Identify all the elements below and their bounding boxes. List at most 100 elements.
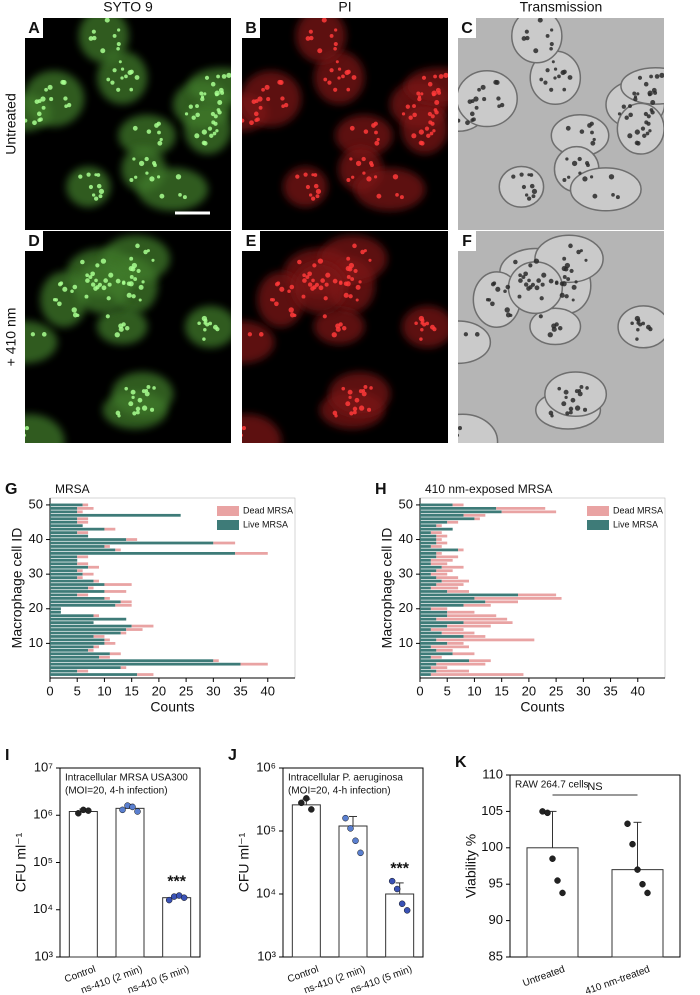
dot [564, 395, 568, 400]
dot [297, 259, 302, 265]
dot [315, 188, 322, 195]
bar-segment [50, 524, 83, 528]
dot [238, 78, 242, 82]
dot [91, 193, 96, 197]
dot [88, 36, 94, 41]
cell [511, 18, 563, 64]
dot [608, 174, 615, 180]
cell [569, 167, 642, 212]
bar-segment [104, 597, 110, 600]
y-tick-label: 10⁴ [256, 885, 276, 900]
bar-segment [50, 513, 181, 517]
y-tick-label: 95 [489, 876, 503, 891]
dot [521, 36, 527, 41]
bar-segment [50, 642, 105, 645]
bar-segment [436, 648, 453, 652]
dot [98, 188, 105, 195]
bar-segment [436, 524, 442, 528]
dot [401, 112, 406, 116]
bar-segment [420, 510, 502, 514]
dot [590, 140, 596, 146]
dot [95, 263, 100, 268]
bar-segment [50, 648, 89, 652]
bar-segment [420, 642, 448, 645]
dot [215, 326, 220, 332]
data-point [165, 896, 173, 904]
dot [373, 175, 378, 179]
dot [640, 126, 646, 131]
bar-segment [50, 631, 121, 635]
dot [561, 401, 567, 407]
dot [363, 385, 368, 389]
dot [430, 121, 435, 126]
bar-segment [50, 503, 83, 507]
bar-segment [50, 534, 89, 538]
dot [278, 80, 284, 85]
dot [561, 281, 567, 287]
bar-segment [77, 531, 89, 534]
bar-segment [420, 624, 448, 628]
data-point [347, 825, 354, 832]
dot [152, 161, 157, 166]
dot [135, 406, 141, 412]
bar-segment [420, 555, 437, 559]
dot [149, 176, 155, 182]
bar-segment [420, 517, 475, 521]
dot [519, 172, 524, 177]
dot [132, 411, 137, 416]
dot [549, 46, 553, 51]
dot [585, 161, 590, 166]
dot [98, 194, 103, 199]
dot [592, 137, 596, 142]
dot [545, 68, 550, 73]
dot [351, 75, 357, 80]
dot [427, 111, 432, 117]
dot [303, 172, 308, 177]
dot [511, 174, 516, 179]
dot [41, 332, 47, 337]
bar-segment [436, 534, 448, 538]
bar-segment [77, 569, 83, 573]
bar-segment [420, 593, 518, 597]
dot [203, 328, 207, 332]
dot [141, 389, 146, 394]
dot [374, 130, 378, 135]
dot [648, 129, 652, 133]
cell [242, 70, 302, 127]
dot [64, 104, 68, 108]
dot [106, 77, 111, 82]
dot [333, 41, 338, 47]
dot [305, 275, 310, 280]
chart-title: MRSA [55, 482, 90, 496]
bar-segment [420, 545, 431, 548]
bar-segment [50, 576, 78, 579]
data-point [352, 837, 359, 845]
bar-segment [436, 555, 459, 559]
column-header: SYTO 9 [103, 0, 153, 15]
dot [427, 81, 433, 87]
dot [242, 337, 243, 339]
micrographs: A B C D E F [25, 18, 664, 443]
dot [202, 337, 206, 341]
dot [452, 75, 456, 79]
bar-segment [420, 655, 431, 659]
dot [548, 278, 554, 284]
dot [568, 243, 573, 249]
dot [216, 108, 221, 112]
dot [129, 69, 134, 75]
dot [362, 171, 366, 175]
y-tick-label: 40 [29, 531, 43, 546]
panel-label: C [461, 20, 473, 37]
dot [513, 259, 518, 265]
dot [195, 104, 199, 109]
dot [528, 285, 533, 290]
bar-segment [441, 579, 469, 583]
dot [129, 275, 134, 279]
dot [341, 386, 346, 391]
bar-segment [77, 517, 89, 521]
dot [261, 87, 265, 92]
cell [620, 66, 664, 105]
bar-segment [436, 662, 486, 666]
y-tick-label: 10⁷ [34, 759, 53, 774]
bar-segment [496, 507, 546, 510]
